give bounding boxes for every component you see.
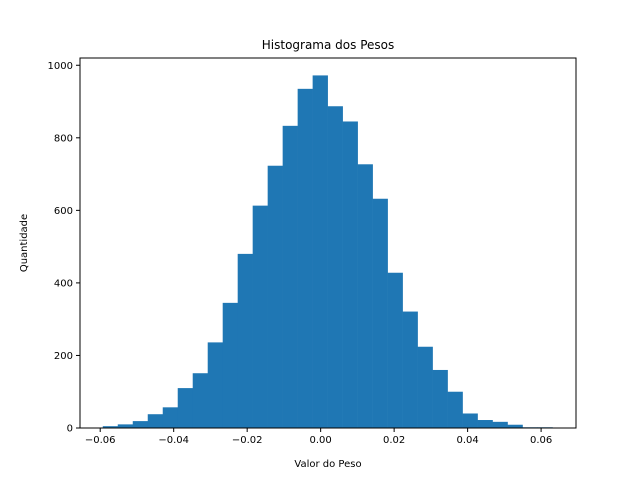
x-axis-ticks: −0.06 −0.04 −0.02 0.00 0.02 0.04 0.06 — [85, 428, 552, 446]
histogram-bar — [447, 391, 463, 428]
histogram-bar — [342, 121, 358, 428]
histogram-bar — [432, 369, 448, 428]
histogram-bar — [117, 424, 134, 428]
histogram-bar — [297, 88, 313, 428]
x-tick-label: 0.04 — [456, 435, 478, 446]
y-tick-label: 200 — [54, 351, 73, 362]
y-axis-label: Quantidade — [19, 214, 30, 272]
x-tick-label: −0.02 — [232, 435, 263, 446]
histogram-bar — [267, 165, 283, 428]
histogram-bar — [327, 106, 343, 429]
histogram-bar — [372, 198, 388, 428]
histogram-bar — [417, 346, 433, 428]
y-tick-label: 800 — [54, 133, 73, 144]
histogram-bar — [357, 164, 373, 429]
x-tick-label: 0.00 — [310, 435, 332, 446]
x-axis-label: Valor do Peso — [294, 459, 361, 470]
histogram-bar — [207, 342, 224, 428]
histogram-bar — [147, 414, 164, 428]
histogram-bar — [477, 420, 493, 428]
histogram-bar — [507, 424, 523, 428]
histogram-bar — [132, 421, 149, 428]
bars-group — [102, 75, 553, 429]
x-tick-label: −0.06 — [85, 435, 116, 446]
y-tick-label: 400 — [54, 278, 73, 289]
chart-title: Histograma dos Pesos — [262, 38, 394, 52]
y-tick-label: 1000 — [48, 61, 73, 72]
x-tick-label: −0.04 — [158, 435, 189, 446]
histogram-bar — [222, 302, 238, 428]
histogram-bar — [312, 75, 328, 428]
histogram-bar — [192, 373, 209, 428]
histogram-bar — [492, 421, 508, 428]
x-tick-label: 0.06 — [530, 435, 552, 446]
histogram-bar — [102, 426, 119, 428]
histogram-bar — [162, 407, 179, 428]
plot-frame — [79, 57, 577, 429]
histogram-bar — [462, 413, 478, 428]
y-axis-ticks: 0 200 400 600 800 1000 — [48, 61, 80, 435]
y-tick-label: 600 — [54, 206, 73, 217]
histogram-bar — [402, 311, 418, 428]
y-tick-label: 0 — [67, 424, 73, 435]
histogram-bar — [177, 388, 194, 428]
histogram-bar — [282, 125, 298, 428]
histogram-bar — [252, 205, 268, 428]
histogram-bar — [237, 253, 253, 428]
x-tick-label: 0.02 — [383, 435, 405, 446]
histogram-bar — [387, 272, 403, 428]
